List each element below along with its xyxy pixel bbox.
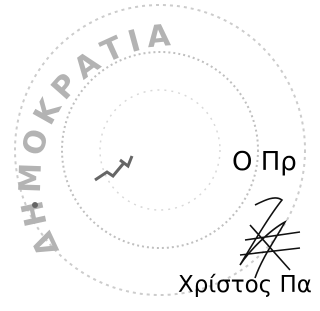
stamp-center-ring [100, 90, 220, 210]
stamp-dot [32, 202, 38, 208]
stamp-text: ΔΗΜΟΚΡΑΤΙΑ [13, 18, 178, 262]
signatory-title: Ο Πρ [232, 147, 297, 177]
signature-strokes [240, 198, 300, 278]
document-fragment: ΔΗΜΟΚΡΑΤΙΑ Ο Πρ Χρίστος Πα [0, 0, 311, 311]
signatory-name: Χρίστος Πα [178, 272, 311, 298]
signature [240, 198, 300, 278]
page: ΔΗΜΟΚΡΑΤΙΑ Ο Πρ Χρίστος Πα (() => { cons… [0, 0, 311, 311]
stamp-emblem [95, 156, 132, 180]
stamp-text-path: ΔΗΜΟΚΡΑΤΙΑ [13, 18, 178, 262]
